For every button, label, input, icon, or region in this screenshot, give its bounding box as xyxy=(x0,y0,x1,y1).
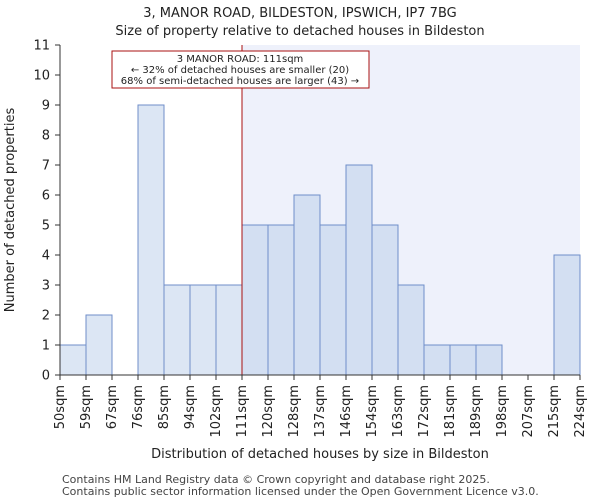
x-tick-label: 172sqm xyxy=(417,385,432,438)
y-tick-label: 10 xyxy=(33,69,50,84)
bar-76sqm xyxy=(137,104,165,376)
y-tick-label: 8 xyxy=(42,129,50,144)
x-tick-label: 76sqm xyxy=(131,385,146,429)
x-tick-label: 50sqm xyxy=(53,385,68,429)
y-tick-label: 2 xyxy=(42,309,50,324)
y-tick-label: 5 xyxy=(42,219,50,234)
x-tick-label: 67sqm xyxy=(105,385,120,429)
x-tick-label: 146sqm xyxy=(339,385,354,438)
bar-59sqm xyxy=(85,314,113,376)
bar-137sqm xyxy=(319,224,347,376)
y-tick-label: 3 xyxy=(42,279,50,294)
bar-102sqm xyxy=(215,284,243,376)
x-tick-label: 198sqm xyxy=(495,385,510,438)
bar-215sqm xyxy=(553,254,581,376)
y-axis-label: Number of detached properties xyxy=(3,108,18,313)
x-tick-label: 102sqm xyxy=(209,385,224,438)
x-tick-label: 85sqm xyxy=(157,385,172,429)
bar-94sqm xyxy=(189,284,217,376)
bar-120sqm xyxy=(267,224,295,376)
chart-subtitle: Size of property relative to detached ho… xyxy=(115,24,484,39)
bar-181sqm xyxy=(449,344,477,376)
x-tick-label: 215sqm xyxy=(547,385,562,438)
chart-title: 3, MANOR ROAD, BILDESTON, IPSWICH, IP7 7… xyxy=(143,6,456,21)
bar-111sqm xyxy=(241,224,269,376)
annotation-line-3: 68% of semi-detached houses are larger (… xyxy=(121,76,359,87)
annotation-box: 3 MANOR ROAD: 111sqm ← 32% of detached h… xyxy=(111,50,370,89)
bar-50sqm xyxy=(59,344,87,376)
x-tick-label: 224sqm xyxy=(573,385,588,438)
y-tick-label: 4 xyxy=(42,249,50,264)
x-tick-label: 154sqm xyxy=(365,385,380,438)
annotation-border xyxy=(111,50,370,89)
x-tick-label: 94sqm xyxy=(183,385,198,429)
footer-line-2: Contains public sector information licen… xyxy=(62,485,539,498)
annotation-line-1: 3 MANOR ROAD: 111sqm xyxy=(177,54,304,65)
x-tick-label: 181sqm xyxy=(443,385,458,438)
bar-146sqm xyxy=(345,164,373,376)
bar-154sqm xyxy=(371,224,399,376)
x-tick-label: 111sqm xyxy=(235,385,250,438)
x-tick-label: 207sqm xyxy=(521,385,536,438)
y-tick-label: 9 xyxy=(42,99,50,114)
x-tick-label: 189sqm xyxy=(469,385,484,438)
annotation-line-2: ← 32% of detached houses are smaller (20… xyxy=(131,65,349,76)
x-tick-label: 128sqm xyxy=(287,385,302,438)
y-tick-label: 7 xyxy=(42,159,50,174)
bar-163sqm xyxy=(397,284,425,376)
x-tick-label: 120sqm xyxy=(261,385,276,438)
x-tick-label: 137sqm xyxy=(313,385,328,438)
y-tick-label: 1 xyxy=(42,339,50,354)
y-tick-label: 0 xyxy=(42,369,50,384)
footer-line-1: Contains HM Land Registry data © Crown c… xyxy=(62,473,490,486)
x-tick-label: 59sqm xyxy=(79,385,94,429)
bar-128sqm xyxy=(293,194,321,376)
y-tick-label: 11 xyxy=(33,39,50,54)
y-tick-label: 6 xyxy=(42,189,50,204)
bar-85sqm xyxy=(163,284,191,376)
bar-189sqm xyxy=(475,344,503,376)
x-tick-label: 163sqm xyxy=(391,385,406,438)
x-axis-label: Distribution of detached houses by size … xyxy=(151,447,489,462)
bar-172sqm xyxy=(423,344,451,376)
